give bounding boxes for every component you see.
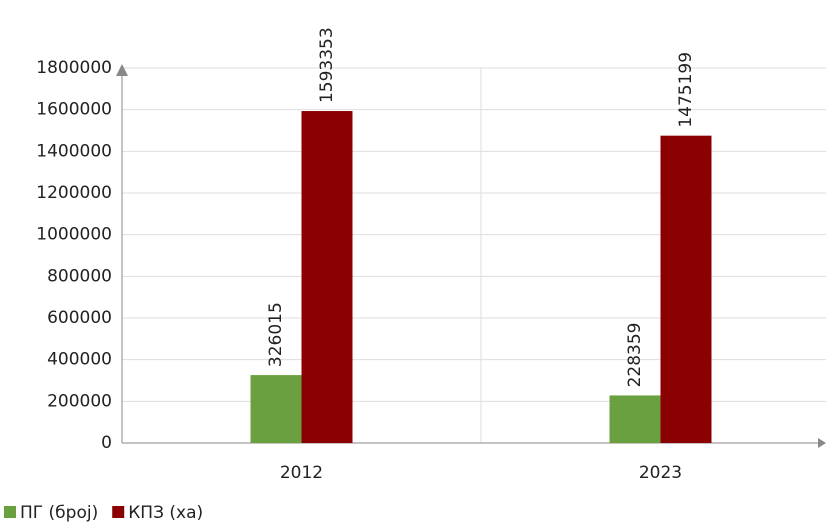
- data-label: 1475199: [676, 52, 696, 128]
- y-tick-label: 800000: [47, 266, 112, 286]
- y-tick-label: 1800000: [36, 58, 112, 78]
- bar: [250, 375, 302, 443]
- y-tick-label: 600000: [47, 308, 112, 328]
- y-tick-label: 1400000: [36, 141, 112, 161]
- x-tick-label: 2012: [280, 463, 323, 483]
- bar: [301, 111, 353, 444]
- bar: [609, 395, 661, 443]
- legend-swatch: [112, 506, 125, 518]
- data-label: 1593353: [317, 27, 337, 103]
- y-axis-arrow: [116, 64, 128, 76]
- y-tick-label: 200000: [47, 391, 112, 411]
- bar: [660, 135, 712, 443]
- y-tick-label: 1000000: [36, 225, 112, 245]
- legend-label: КПЗ (ха): [128, 503, 203, 523]
- y-tick-label: 1600000: [36, 100, 112, 120]
- y-tick-label: 1200000: [36, 183, 112, 203]
- y-tick-label: 400000: [47, 350, 112, 370]
- x-tick-label: 2023: [639, 463, 682, 483]
- data-label: 228359: [625, 323, 645, 388]
- legend-swatch: [4, 506, 16, 518]
- y-tick-label: 0: [101, 433, 112, 453]
- data-label: 326015: [266, 302, 286, 367]
- x-axis-arrow: [818, 438, 826, 448]
- legend-label: ПГ (број): [20, 503, 98, 523]
